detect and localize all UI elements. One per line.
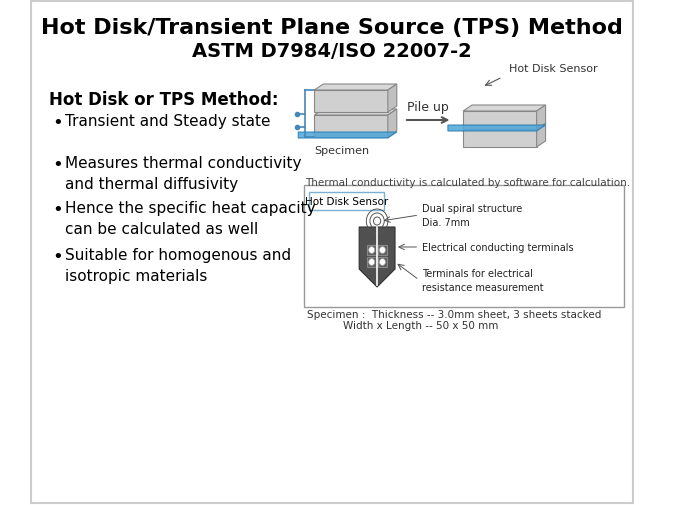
Polygon shape [463, 130, 537, 147]
Text: Hence the specific heat capacity
can be calculated as well: Hence the specific heat capacity can be … [65, 200, 316, 236]
Text: Specimen: Specimen [315, 146, 369, 156]
Circle shape [379, 259, 385, 266]
Text: Hot Disk/Transient Plane Source (TPS) Method: Hot Disk/Transient Plane Source (TPS) Me… [41, 18, 623, 38]
Text: Hot Disk or TPS Method:: Hot Disk or TPS Method: [49, 91, 279, 109]
FancyBboxPatch shape [304, 186, 624, 308]
Polygon shape [537, 124, 545, 147]
Text: Hot Disk Sensor: Hot Disk Sensor [509, 64, 597, 74]
Text: Suitable for homogenous and
isotropic materials: Suitable for homogenous and isotropic ma… [65, 247, 292, 283]
Text: ASTM D7984/ISO 22007-2: ASTM D7984/ISO 22007-2 [192, 41, 472, 61]
Text: Electrical conducting terminals: Electrical conducting terminals [422, 242, 574, 252]
Polygon shape [463, 112, 537, 130]
Polygon shape [359, 228, 395, 287]
Polygon shape [388, 85, 397, 113]
FancyBboxPatch shape [367, 258, 376, 268]
Text: •: • [53, 247, 63, 266]
Polygon shape [315, 91, 388, 113]
FancyBboxPatch shape [309, 192, 384, 211]
Text: •: • [53, 200, 63, 219]
Polygon shape [448, 126, 545, 132]
FancyBboxPatch shape [367, 245, 376, 256]
FancyBboxPatch shape [378, 258, 387, 268]
Circle shape [379, 247, 385, 254]
Polygon shape [315, 110, 397, 116]
Polygon shape [463, 124, 545, 130]
Circle shape [369, 247, 375, 254]
Text: Measures thermal conductivity
and thermal diffusivity: Measures thermal conductivity and therma… [65, 156, 302, 191]
Circle shape [369, 259, 375, 266]
Text: Thermal conductivity is calculated by software for calculation.: Thermal conductivity is calculated by so… [305, 178, 630, 188]
Text: •: • [53, 114, 63, 132]
Text: Dual spiral structure
Dia. 7mm: Dual spiral structure Dia. 7mm [422, 204, 522, 227]
Text: •: • [53, 156, 63, 174]
Polygon shape [298, 133, 397, 139]
Text: Specimen :  Thickness -- 3.0mm sheet, 3 sheets stacked: Specimen : Thickness -- 3.0mm sheet, 3 s… [307, 310, 601, 319]
Polygon shape [315, 116, 388, 138]
Polygon shape [388, 110, 397, 138]
Polygon shape [315, 85, 397, 91]
Text: Hot Disk Sensor: Hot Disk Sensor [305, 196, 388, 207]
Text: Transient and Steady state: Transient and Steady state [65, 114, 271, 129]
Text: Width x Length -- 50 x 50 mm: Width x Length -- 50 x 50 mm [343, 320, 498, 330]
Text: Terminals for electrical
resistance measurement: Terminals for electrical resistance meas… [422, 269, 543, 292]
Polygon shape [463, 106, 545, 112]
FancyBboxPatch shape [378, 245, 387, 256]
Polygon shape [537, 106, 545, 130]
Text: Pile up: Pile up [407, 101, 449, 114]
